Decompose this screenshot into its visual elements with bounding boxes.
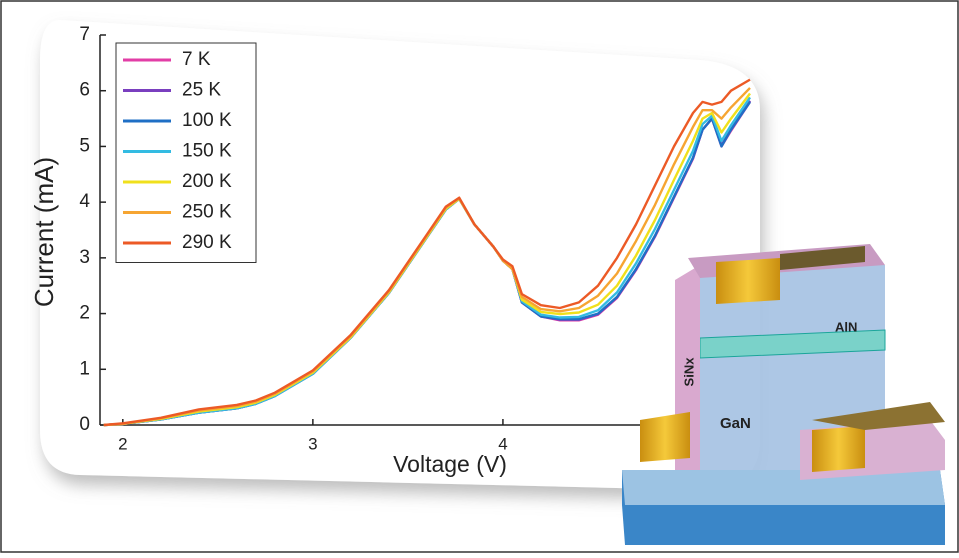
sinx-label: SiNx bbox=[681, 357, 696, 387]
y-tick-label: 2 bbox=[79, 303, 90, 324]
aln-label: AlN bbox=[835, 319, 857, 334]
figure: 012345672347 K25 K100 K150 K200 K250 K29… bbox=[0, 0, 959, 553]
y-tick-label: 1 bbox=[79, 358, 90, 379]
legend-label: 290 K bbox=[182, 232, 232, 253]
y-tick-label: 4 bbox=[79, 191, 90, 212]
y-axis-label: Current (mA) bbox=[29, 157, 59, 307]
contact-left bbox=[640, 412, 690, 462]
contact-top bbox=[716, 258, 780, 304]
gan-label: GaN bbox=[720, 415, 751, 432]
y-tick-label: 3 bbox=[79, 247, 90, 268]
legend-label: 7 K bbox=[182, 49, 211, 70]
y-tick-label: 0 bbox=[79, 414, 90, 435]
y-tick-label: 7 bbox=[79, 24, 90, 45]
y-tick-label: 6 bbox=[79, 80, 90, 101]
x-tick-label: 2 bbox=[118, 434, 127, 453]
legend-label: 200 K bbox=[182, 171, 232, 192]
gan-base bbox=[622, 470, 945, 505]
legend-label: 100 K bbox=[182, 110, 232, 131]
legend-label: 25 K bbox=[182, 80, 221, 101]
y-tick-label: 5 bbox=[79, 135, 90, 156]
x-tick-label: 3 bbox=[308, 434, 317, 453]
legend-label: 150 K bbox=[182, 141, 232, 162]
contact-right bbox=[812, 426, 865, 472]
legend-label: 250 K bbox=[182, 202, 232, 223]
x-axis-label: Voltage (V) bbox=[393, 451, 507, 477]
